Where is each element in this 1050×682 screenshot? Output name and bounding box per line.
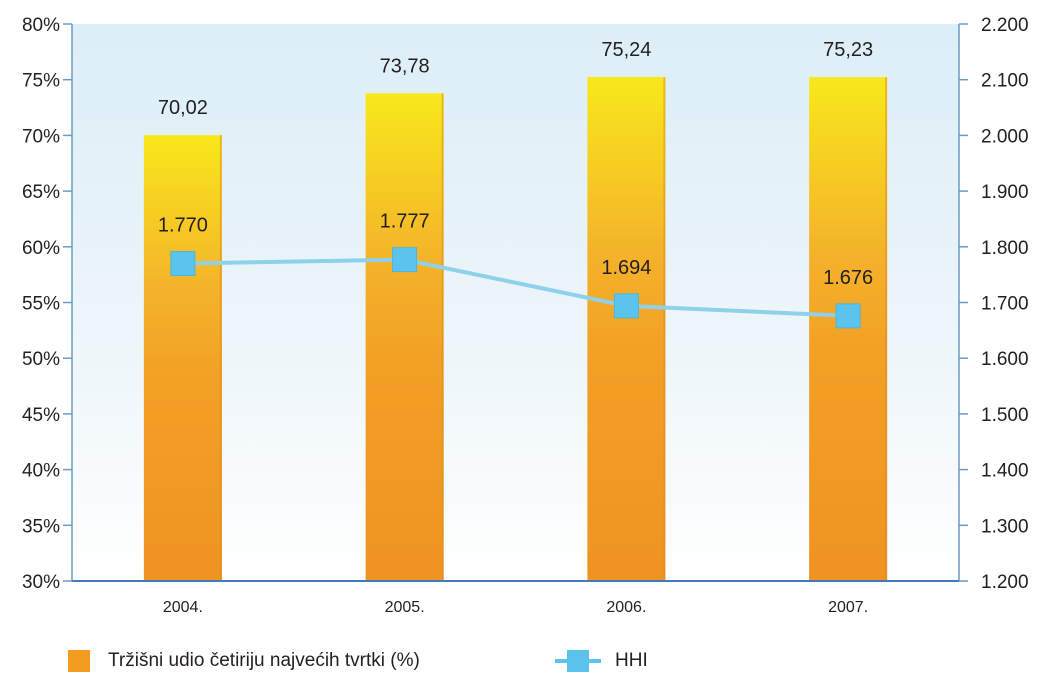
legend-line-swatch <box>555 650 601 672</box>
bar-edge-1 <box>441 93 444 581</box>
bar-value-label-1: 73,78 <box>380 55 430 77</box>
y-right-tick-label-9: 2.100 <box>981 71 1029 92</box>
y-left-tick-label-4: 50% <box>22 349 60 370</box>
legend-line-label: HHI <box>615 650 648 671</box>
x-tick-label-2: 2006. <box>606 599 646 616</box>
bar-3 <box>809 77 888 581</box>
hhi-marker-3 <box>835 303 861 329</box>
y-left-tick-label-10: 80% <box>22 15 60 36</box>
y-right-tick-label-3: 1.500 <box>981 405 1029 426</box>
hhi-value-label-2: 1.694 <box>601 257 651 279</box>
legend-bar-label: Tržišni udio četiriju najvećih tvrtki (%… <box>108 650 420 671</box>
bar-edge-2 <box>663 77 666 581</box>
hhi-marker-1 <box>392 247 418 273</box>
hhi-marker-0 <box>170 251 196 277</box>
hhi-value-label-3: 1.676 <box>823 267 873 289</box>
x-tick-label-3: 2007. <box>828 599 868 616</box>
hhi-value-label-0: 1.770 <box>158 215 208 237</box>
bar-value-label-2: 75,24 <box>601 39 651 61</box>
bar-value-label-0: 70,02 <box>158 97 208 119</box>
y-right-tick-label-2: 1.400 <box>981 461 1029 482</box>
chart: 30% 35% 40% 45% 50% 55% 60% 65% 70% 75% 80% 1.200 1.… <box>22 15 1029 616</box>
y-left-tick-label-1: 35% <box>22 516 60 537</box>
bar-edge-3 <box>885 77 888 581</box>
y-right-tick-label-8: 2.000 <box>981 126 1029 147</box>
x-tick-label-0: 2004. <box>163 599 203 616</box>
y-right-tick-label-1: 1.300 <box>981 516 1029 537</box>
y-right-tick-label-5: 1.700 <box>981 294 1029 315</box>
y-left-tick-label-8: 70% <box>22 126 60 147</box>
y-right-tick-label-4: 1.600 <box>981 349 1029 370</box>
bar-1 <box>365 93 444 581</box>
bar-0 <box>143 135 222 582</box>
bar-2 <box>587 77 666 581</box>
y-right-tick-label-0: 1.200 <box>981 572 1029 593</box>
legend: Tržišni udio četiriju najvećih tvrtki (%… <box>0 650 1050 682</box>
y-right-tick-label-7: 1.900 <box>981 182 1029 203</box>
x-tick-label-1: 2005. <box>385 599 425 616</box>
y-left-tick-label-7: 65% <box>22 182 60 203</box>
bar-value-label-3: 75,23 <box>823 39 873 61</box>
y-left-tick-label-3: 45% <box>22 405 60 426</box>
y-left-tick-label-2: 40% <box>22 461 60 482</box>
y-right-tick-label-6: 1.800 <box>981 238 1029 259</box>
y-left-tick-label-9: 75% <box>22 71 60 92</box>
y-left-tick-label-6: 60% <box>22 238 60 259</box>
hhi-marker-2 <box>613 293 639 319</box>
hhi-value-label-1: 1.777 <box>380 211 430 233</box>
hhi-line <box>182 257 849 318</box>
legend-bar-swatch <box>68 650 90 672</box>
y-left-tick-label-5: 55% <box>22 294 60 315</box>
y-right-tick-label-10: 2.200 <box>981 15 1029 36</box>
bar-edge-0 <box>219 135 222 582</box>
legend-item-bar: Tržišni udio četiriju najvećih tvrtki (%… <box>68 650 420 672</box>
y-left-tick-label-0: 30% <box>22 572 60 593</box>
legend-item-line: HHI <box>555 650 648 672</box>
